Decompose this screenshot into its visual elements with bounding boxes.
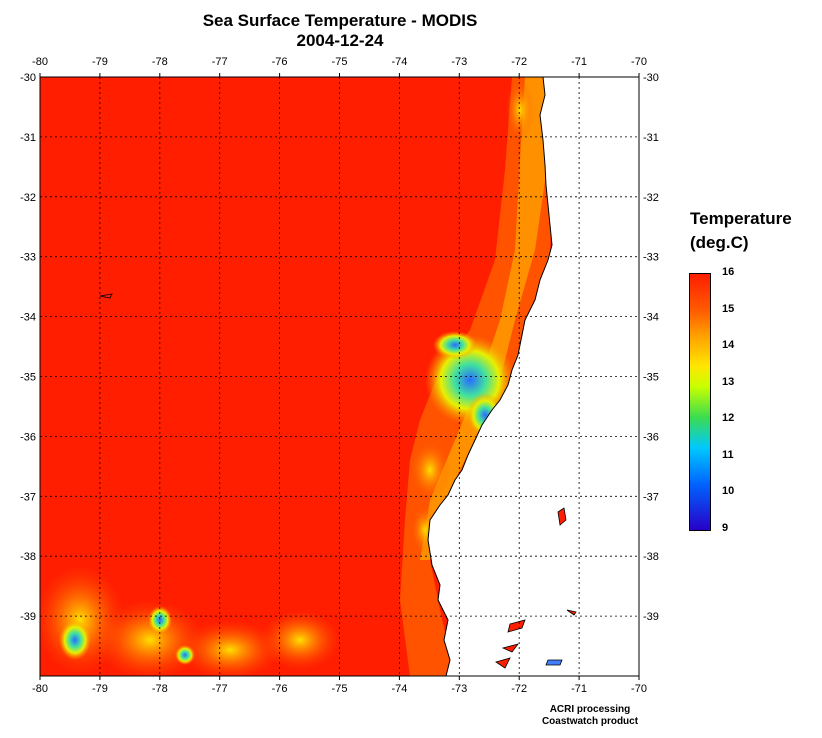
colorbar-label: 13: [722, 375, 735, 388]
lon-tick-label-bottom: -75: [332, 683, 348, 695]
lon-tick-label-bottom: -79: [92, 683, 108, 695]
lon-tick-label-bottom: -72: [511, 683, 527, 695]
lon-tick-label-bottom: -70: [631, 683, 647, 695]
lat-tick-label-right: -37: [643, 491, 659, 503]
map-title: Sea Surface Temperature - MODIS: [202, 11, 478, 30]
lat-tick-label-right: -34: [643, 312, 659, 324]
legend-unit: (deg.C): [690, 233, 749, 252]
lon-tick-label-top: -77: [212, 56, 228, 68]
colorbar-label: 14: [722, 339, 735, 352]
lat-tick-label-left: -32: [20, 192, 36, 204]
lon-tick-label-bottom: -78: [152, 683, 168, 695]
lat-tick-label-left: -31: [20, 132, 36, 144]
lon-tick-label-top: -76: [272, 56, 288, 68]
axis-ticks: -80 -80 -79 -79 -78 -78 -77 -77 -76 -76 -75 -75 -74 -…: [20, 56, 659, 695]
lat-tick-label-right: -35: [643, 372, 659, 384]
lat-tick-label-left: -39: [20, 611, 36, 623]
lat-tick-label-right: -36: [643, 431, 659, 443]
lon-tick-label-top: -79: [92, 56, 108, 68]
lat-tick-label-left: -35: [20, 372, 36, 384]
lon-tick-label-top: -73: [451, 56, 467, 68]
lat-tick-label-right: -39: [643, 611, 659, 623]
colorbar-label: 12: [722, 412, 735, 425]
lon-tick-label-top: -80: [32, 56, 48, 68]
lat-tick-label-left: -38: [20, 551, 36, 563]
temperature-colorbar: [689, 273, 711, 531]
map-date: 2004-12-24: [296, 31, 384, 50]
lon-tick-label-top: -70: [631, 56, 647, 68]
legend-title: Temperature: [690, 209, 792, 228]
lon-tick-label-top: -72: [511, 56, 527, 68]
lat-tick-label-left: -36: [20, 431, 36, 443]
colorbar-label: 10: [722, 485, 735, 498]
land-area: [427, 77, 639, 676]
lon-tick-label-bottom: -76: [272, 683, 288, 695]
lon-tick-label-bottom: -77: [212, 683, 228, 695]
colorbar-label: 11: [722, 448, 734, 461]
colorbar-label: 16: [722, 266, 735, 278]
lon-tick-label-top: -71: [571, 56, 587, 68]
islands: [99, 293, 577, 669]
lon-tick-label-top: -74: [391, 56, 407, 68]
lat-tick-label-right: -30: [643, 72, 659, 84]
lat-tick-label-right: -31: [643, 132, 659, 144]
product-credit: Coastwatch product: [541, 716, 639, 727]
lat-tick-label-left: -33: [20, 252, 36, 264]
processing-credit: ACRI processing: [549, 704, 631, 715]
lat-tick-label-left: -30: [20, 72, 36, 84]
lat-tick-label-right: -32: [643, 192, 659, 204]
lon-tick-label-bottom: -80: [32, 683, 48, 695]
southwest-gradient: [40, 565, 340, 676]
lon-tick-label-top: -78: [152, 56, 168, 68]
lat-tick-label-right: -33: [643, 252, 659, 264]
lat-tick-label-left: -37: [20, 491, 36, 503]
lat-tick-label-right: -38: [643, 551, 659, 563]
lon-tick-label-bottom: -73: [451, 683, 467, 695]
colorbar-label: 9: [722, 522, 729, 534]
colorbar-label: 15: [722, 302, 735, 315]
lon-tick-label-top: -75: [332, 56, 348, 68]
lon-tick-label-bottom: -71: [571, 683, 587, 695]
lat-tick-label-left: -34: [20, 312, 36, 324]
lon-tick-label-bottom: -74: [391, 683, 407, 695]
